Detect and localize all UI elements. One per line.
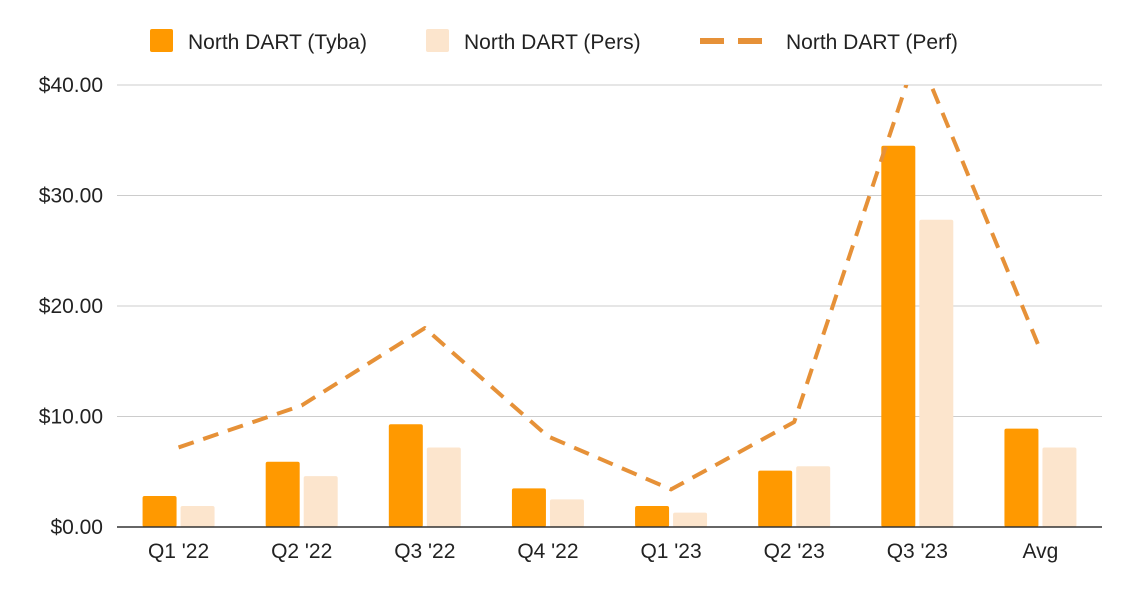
- bar-north-dart-pers: [919, 219, 954, 527]
- x-tick-label: Q2 '22: [271, 540, 332, 563]
- x-axis-tick-labels: Q1 '22 Q2 '22 Q3 '22 Q4 '22 Q1 '23 Q2 '23 Q3 '…: [148, 540, 1058, 563]
- bars: [142, 145, 1077, 527]
- x-tick-label: Q3 '23: [887, 540, 948, 563]
- bar-north-dart-pers: [549, 499, 584, 527]
- x-tick-label: Avg: [1023, 540, 1059, 563]
- y-tick-label: $0.00: [50, 516, 103, 539]
- lines: [177, 85, 1043, 492]
- bar-north-dart-pers: [1042, 447, 1077, 527]
- bar-north-dart-tyba: [511, 488, 546, 527]
- legend-label: North DART (Pers): [464, 31, 641, 54]
- bar-north-dart-tyba: [1004, 428, 1039, 527]
- x-tick-label: Q2 '23: [764, 540, 825, 563]
- x-tick-label: Q1 '22: [148, 540, 209, 563]
- bar-north-dart-tyba: [881, 145, 916, 527]
- x-tick-label: Q1 '23: [640, 540, 701, 563]
- bar-north-dart-tyba: [142, 496, 177, 527]
- line-north-dart-perf: [177, 85, 1043, 492]
- bar-north-dart-pers: [303, 476, 338, 527]
- y-tick-label: $40.00: [39, 74, 103, 97]
- y-tick-label: $30.00: [39, 185, 103, 208]
- y-tick-label: $10.00: [39, 406, 103, 429]
- bar-north-dart-tyba: [388, 424, 423, 527]
- legend-swatch: [150, 29, 173, 52]
- legend-label: North DART (Perf): [786, 31, 958, 54]
- bar-north-dart-tyba: [265, 461, 300, 527]
- legend-label: North DART (Tyba): [188, 31, 367, 54]
- bar-north-dart-pers: [180, 506, 215, 527]
- x-tick-label: Q3 '22: [394, 540, 455, 563]
- y-tick-label: $20.00: [39, 295, 103, 318]
- bar-north-dart-pers: [426, 447, 461, 527]
- bar-north-dart-pers: [796, 466, 831, 527]
- bar-north-dart-tyba: [758, 470, 793, 527]
- bar-north-dart-pers: [673, 512, 708, 527]
- x-tick-label: Q4 '22: [517, 540, 578, 563]
- gridlines: [117, 84, 1102, 417]
- legend: North DART (Tyba) North DART (Pers) North …: [150, 29, 958, 54]
- legend-swatch: [426, 29, 449, 52]
- y-axis-tick-labels: $0.00 $10.00 $20.00 $30.00 $40.00: [39, 74, 103, 539]
- bar-north-dart-tyba: [635, 506, 670, 527]
